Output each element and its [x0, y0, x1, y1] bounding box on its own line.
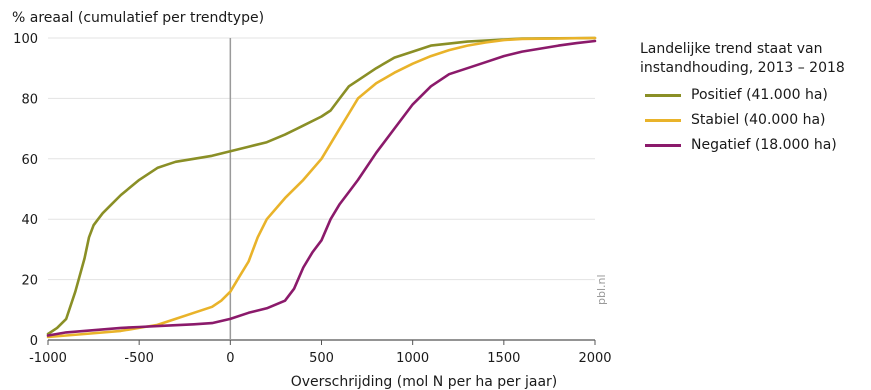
x-tick-label: 0 [226, 351, 234, 366]
legend-label: Stabiel (40.000 ha) [691, 112, 826, 128]
x-axis-title: Overschrijding (mol N per ha per jaar) [291, 374, 558, 390]
x-tick-label: 1000 [396, 351, 429, 366]
x-tick-label: 1500 [487, 351, 520, 366]
y-tick-label: 80 [21, 92, 38, 107]
series-line-1 [46, 36, 597, 339]
legend-item-1: Stabiel (40.000 ha) [640, 112, 868, 128]
y-tick-label: 20 [21, 274, 38, 289]
x-tick-label: -1000 [29, 351, 67, 366]
legend-swatch [645, 93, 681, 97]
legend-label: Positief (41.000 ha) [691, 87, 828, 103]
legend-swatch [645, 118, 681, 122]
series-line-2 [46, 39, 597, 337]
axes: 0 20 40 60 80 100 -1000 -500 0 500 1000 1500 2000 [13, 32, 611, 366]
series-lines [46, 36, 597, 339]
y-tick-label: 60 [21, 153, 38, 168]
y-tick-label: 100 [13, 32, 38, 47]
x-tick-label: 2000 [578, 351, 611, 366]
legend-items: Positief (41.000 ha) Stabiel (40.000 ha) N… [640, 87, 868, 153]
legend-title: Landelijke trend staat van instandhoudin… [640, 41, 845, 76]
source-credit: pbl.nl [595, 274, 608, 305]
legend-item-0: Positief (41.000 ha) [640, 87, 868, 103]
chart-title: % areaal (cumulatief per trendtype) [12, 10, 264, 26]
legend-swatch [645, 143, 681, 147]
legend: Landelijke trend staat van instandhoudin… [640, 40, 868, 153]
y-tick-label: 0 [30, 334, 38, 349]
x-tick-label: 500 [309, 351, 334, 366]
legend-label: Negatief (18.000 ha) [691, 137, 837, 153]
legend-item-2: Negatief (18.000 ha) [640, 137, 868, 153]
x-tick-label: -500 [124, 351, 154, 366]
series-line-0 [46, 36, 597, 336]
y-tick-label: 40 [21, 213, 38, 228]
